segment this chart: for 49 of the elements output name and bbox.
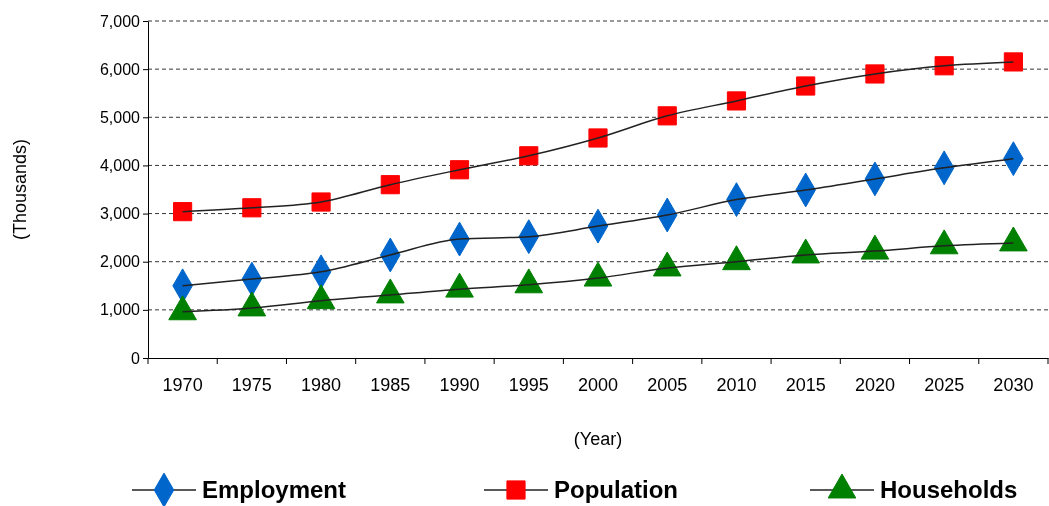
x-tick-label: 1970	[162, 374, 203, 395]
point	[242, 198, 262, 218]
x-tick-label: 1990	[439, 374, 480, 395]
point	[652, 251, 682, 277]
point	[306, 284, 336, 310]
legend-label: Households	[880, 476, 1018, 503]
legend-label: Employment	[202, 476, 347, 503]
point	[791, 238, 820, 264]
y-tick-label: 7,000	[99, 12, 141, 30]
point	[1003, 52, 1023, 72]
x-tick-label: 2020	[854, 374, 895, 395]
point	[934, 56, 954, 76]
x-tick-label: 2000	[577, 374, 619, 395]
point	[519, 146, 539, 166]
point	[929, 229, 959, 255]
point	[583, 261, 613, 287]
x-tick-label: 2005	[647, 374, 688, 395]
y-tick-label: 0	[131, 349, 141, 367]
point	[860, 234, 890, 260]
legend-label: Population	[554, 476, 678, 503]
point	[588, 128, 608, 148]
point	[722, 245, 751, 271]
x-tick-label: 2010	[716, 374, 757, 395]
x-tick-label: 1995	[508, 374, 549, 395]
y-tick-label: 5,000	[99, 108, 141, 126]
point	[726, 91, 747, 111]
x-tick-label: 1980	[301, 374, 342, 395]
y-tick-label: 4,000	[99, 157, 141, 175]
y-tick-label: 2,000	[99, 253, 141, 271]
point	[376, 278, 405, 304]
point	[449, 160, 470, 180]
point	[999, 226, 1028, 252]
x-tick-label: 2015	[785, 374, 826, 395]
x-axis-title: (Year)	[573, 429, 623, 449]
x-tick-label: 1985	[370, 374, 411, 395]
point	[168, 295, 197, 321]
y-axis-title: (Thousands)	[10, 138, 30, 241]
x-tick-label: 1975	[231, 374, 272, 395]
point	[445, 272, 474, 298]
point	[237, 291, 267, 317]
y-tick-label: 3,000	[99, 205, 141, 223]
y-tick-label: 6,000	[99, 60, 141, 78]
point	[865, 64, 885, 84]
point	[380, 175, 400, 195]
y-tick-label: 1,000	[99, 301, 141, 319]
x-tick-label: 2025	[924, 374, 965, 395]
point	[657, 106, 677, 126]
point	[514, 268, 544, 294]
x-tick-label: 2030	[993, 374, 1034, 395]
